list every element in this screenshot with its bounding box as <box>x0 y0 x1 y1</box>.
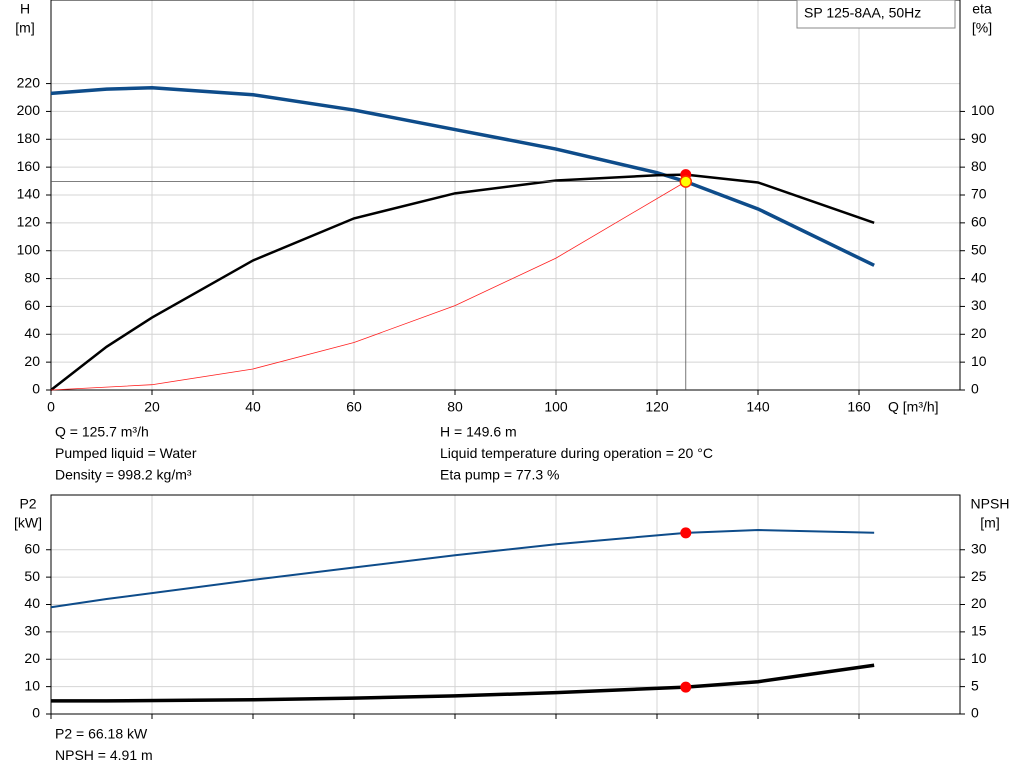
x-tick-label: 120 <box>645 399 669 415</box>
y-tick-label: 180 <box>17 130 41 146</box>
y2-tick-label: 70 <box>971 186 987 202</box>
x-tick-label: 60 <box>346 399 362 415</box>
legend-box <box>796 0 956 29</box>
y-tick-label: 20 <box>24 650 40 666</box>
plot-frame <box>50 494 961 715</box>
y2-tick-label: 90 <box>971 130 987 146</box>
y-tick-label: 0 <box>32 381 40 397</box>
y-tick-label: 60 <box>24 540 40 556</box>
duty-point <box>680 681 692 693</box>
y2-tick-label: 60 <box>971 214 987 230</box>
y-axis-label: H <box>20 1 30 17</box>
y2-tick-label: 25 <box>971 568 987 584</box>
y2-tick-label: 10 <box>971 353 987 369</box>
y2-tick-label: 100 <box>971 102 995 118</box>
y2-tick-label: 0 <box>971 381 979 397</box>
x-tick-label: 160 <box>847 399 871 415</box>
y2-tick-label: 30 <box>971 540 987 556</box>
y2-tick-label: 80 <box>971 158 987 174</box>
x-tick-label: 100 <box>544 399 568 415</box>
y2-axis-unit: [m] <box>980 515 999 531</box>
x-tick-label: 80 <box>447 399 463 415</box>
y2-tick-label: 20 <box>971 595 987 611</box>
y-tick-label: 20 <box>24 353 40 369</box>
curve <box>51 663 875 703</box>
y-tick-label: 40 <box>24 325 40 341</box>
info-text: NPSH = 4.91 m <box>55 747 153 763</box>
y-tick-label: 40 <box>24 595 40 611</box>
y2-tick-label: 30 <box>971 297 987 313</box>
y2-tick-label: 40 <box>971 269 987 285</box>
info-text: Eta pump = 77.3 % <box>440 467 559 483</box>
y-axis-label: P2 <box>19 496 36 512</box>
y-tick-label: 0 <box>32 705 40 721</box>
y2-axis-label: eta <box>972 1 992 17</box>
y-tick-label: 120 <box>17 214 41 230</box>
y2-tick-label: 50 <box>971 241 987 257</box>
y-axis-unit: [m] <box>15 20 34 36</box>
info-text: Density = 998.2 kg/m³ <box>55 467 192 483</box>
info-text: Liquid temperature during operation = 20… <box>440 445 713 461</box>
y-tick-label: 80 <box>24 269 40 285</box>
y2-axis-unit: [%] <box>972 20 992 36</box>
x-tick-label: 0 <box>47 399 55 415</box>
x-tick-label: 20 <box>144 399 160 415</box>
plot-frame <box>50 0 961 391</box>
y2-axis-label: NPSH <box>971 496 1010 512</box>
y2-tick-label: 15 <box>971 623 987 639</box>
y-tick-label: 60 <box>24 297 40 313</box>
y2-tick-label: 20 <box>971 325 987 341</box>
y-tick-label: 160 <box>17 158 41 174</box>
curve <box>50 529 875 609</box>
info-text: P2 = 66.18 kW <box>55 726 148 742</box>
y-tick-label: 220 <box>17 74 41 90</box>
x-tick-label: 40 <box>245 399 261 415</box>
y-tick-label: 30 <box>24 623 40 639</box>
curve <box>50 85 875 267</box>
y2-tick-label: 0 <box>971 705 979 721</box>
y2-tick-label: 5 <box>971 677 979 693</box>
info-text: Q = 125.7 m³/h <box>55 424 149 440</box>
y-tick-label: 10 <box>24 677 40 693</box>
legend-text: SP 125-8AA, 50Hz <box>804 5 921 21</box>
y-tick-label: 200 <box>17 102 41 118</box>
duty-point <box>679 175 693 188</box>
y2-tick-label: 10 <box>971 650 987 666</box>
y-tick-label: 100 <box>17 241 41 257</box>
info-text: H = 149.6 m <box>440 424 517 440</box>
info-text: Pumped liquid = Water <box>55 445 197 461</box>
y-tick-label: 140 <box>17 186 41 202</box>
duty-point <box>680 527 692 539</box>
curve <box>50 173 875 391</box>
y-tick-label: 50 <box>24 568 40 584</box>
x-tick-label: 140 <box>746 399 770 415</box>
y-axis-unit: [kW] <box>14 515 42 531</box>
curve <box>50 181 686 391</box>
x-axis-label: Q [m³/h] <box>888 399 939 415</box>
